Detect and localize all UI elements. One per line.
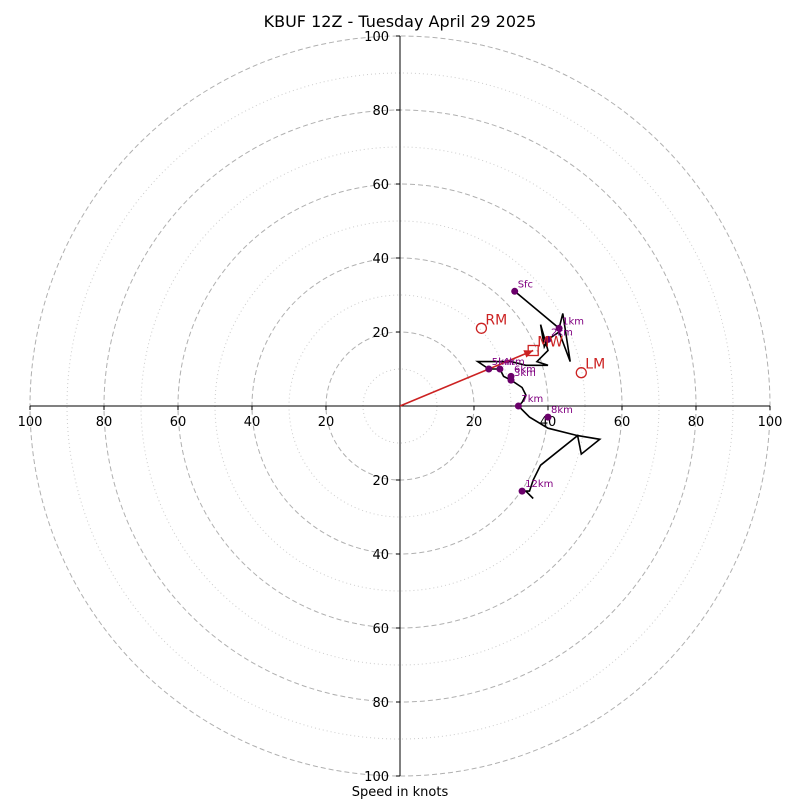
- height-label: 3km: [514, 368, 536, 379]
- x-tick-label: 20: [318, 415, 335, 430]
- x-tick-label: 80: [96, 415, 113, 430]
- height-marker: [514, 402, 522, 410]
- storm-motion-markers: RM LM MW: [475, 312, 605, 379]
- height-marker: [496, 365, 504, 373]
- storm-motion-marker: [575, 367, 587, 379]
- y-tick-label: 60: [372, 178, 389, 193]
- shear-vector-line: [399, 349, 534, 407]
- height-label: 7km: [521, 394, 543, 405]
- x-tick-label: 60: [614, 415, 631, 430]
- x-tick-label: 40: [244, 415, 261, 430]
- height-marker: [544, 335, 552, 343]
- y-tick-label: 100: [364, 30, 389, 45]
- mean-wind-marker: [527, 344, 539, 357]
- y-tick-label: 100: [364, 770, 389, 785]
- chart-title: KBUF 12Z - Tuesday April 29 2025: [264, 12, 537, 31]
- x-axis-label: Speed in knots: [352, 785, 449, 800]
- height-label: 2km: [551, 327, 573, 338]
- height-marker: [518, 487, 526, 495]
- height-label: 6km: [514, 364, 536, 375]
- y-tick-label: 60: [372, 622, 389, 637]
- y-tick-label: 40: [372, 252, 389, 267]
- x-tick-label: 20: [466, 415, 483, 430]
- x-tick-label: 100: [18, 415, 43, 430]
- y-tick-label: 20: [372, 326, 389, 341]
- height-label: 12km: [525, 479, 553, 490]
- storm-motion-label: MW: [537, 335, 563, 351]
- y-tick-label: 80: [372, 696, 389, 711]
- x-tick-label: 60: [170, 415, 187, 430]
- y-tick-label: 80: [372, 104, 389, 119]
- storm-motion-label: RM: [485, 312, 507, 328]
- height-label: 5km: [492, 357, 514, 368]
- height-label: 4km: [503, 357, 525, 368]
- height-marker: [511, 287, 519, 295]
- height-marker: [555, 324, 563, 332]
- height-label: 8km: [551, 405, 573, 416]
- height-marker: [544, 413, 552, 421]
- y-tick-label: 20: [372, 474, 389, 489]
- height-label: 1km: [562, 316, 584, 327]
- height-marker: [507, 372, 515, 380]
- y-tick-label: 40: [372, 548, 389, 563]
- storm-motion-label: LM: [585, 357, 605, 373]
- x-tick-label: 100: [758, 415, 783, 430]
- x-tick-labels: 100 80 60 40 20 20 40 60 80 100: [18, 406, 783, 430]
- storm-motion-marker: [475, 322, 488, 334]
- height-marker: [485, 365, 493, 373]
- height-label: Sfc: [518, 279, 533, 290]
- x-tick-label: 80: [688, 415, 705, 430]
- y-tick-labels: 100 80 60 40 20 20 40 60 80 100: [364, 30, 400, 785]
